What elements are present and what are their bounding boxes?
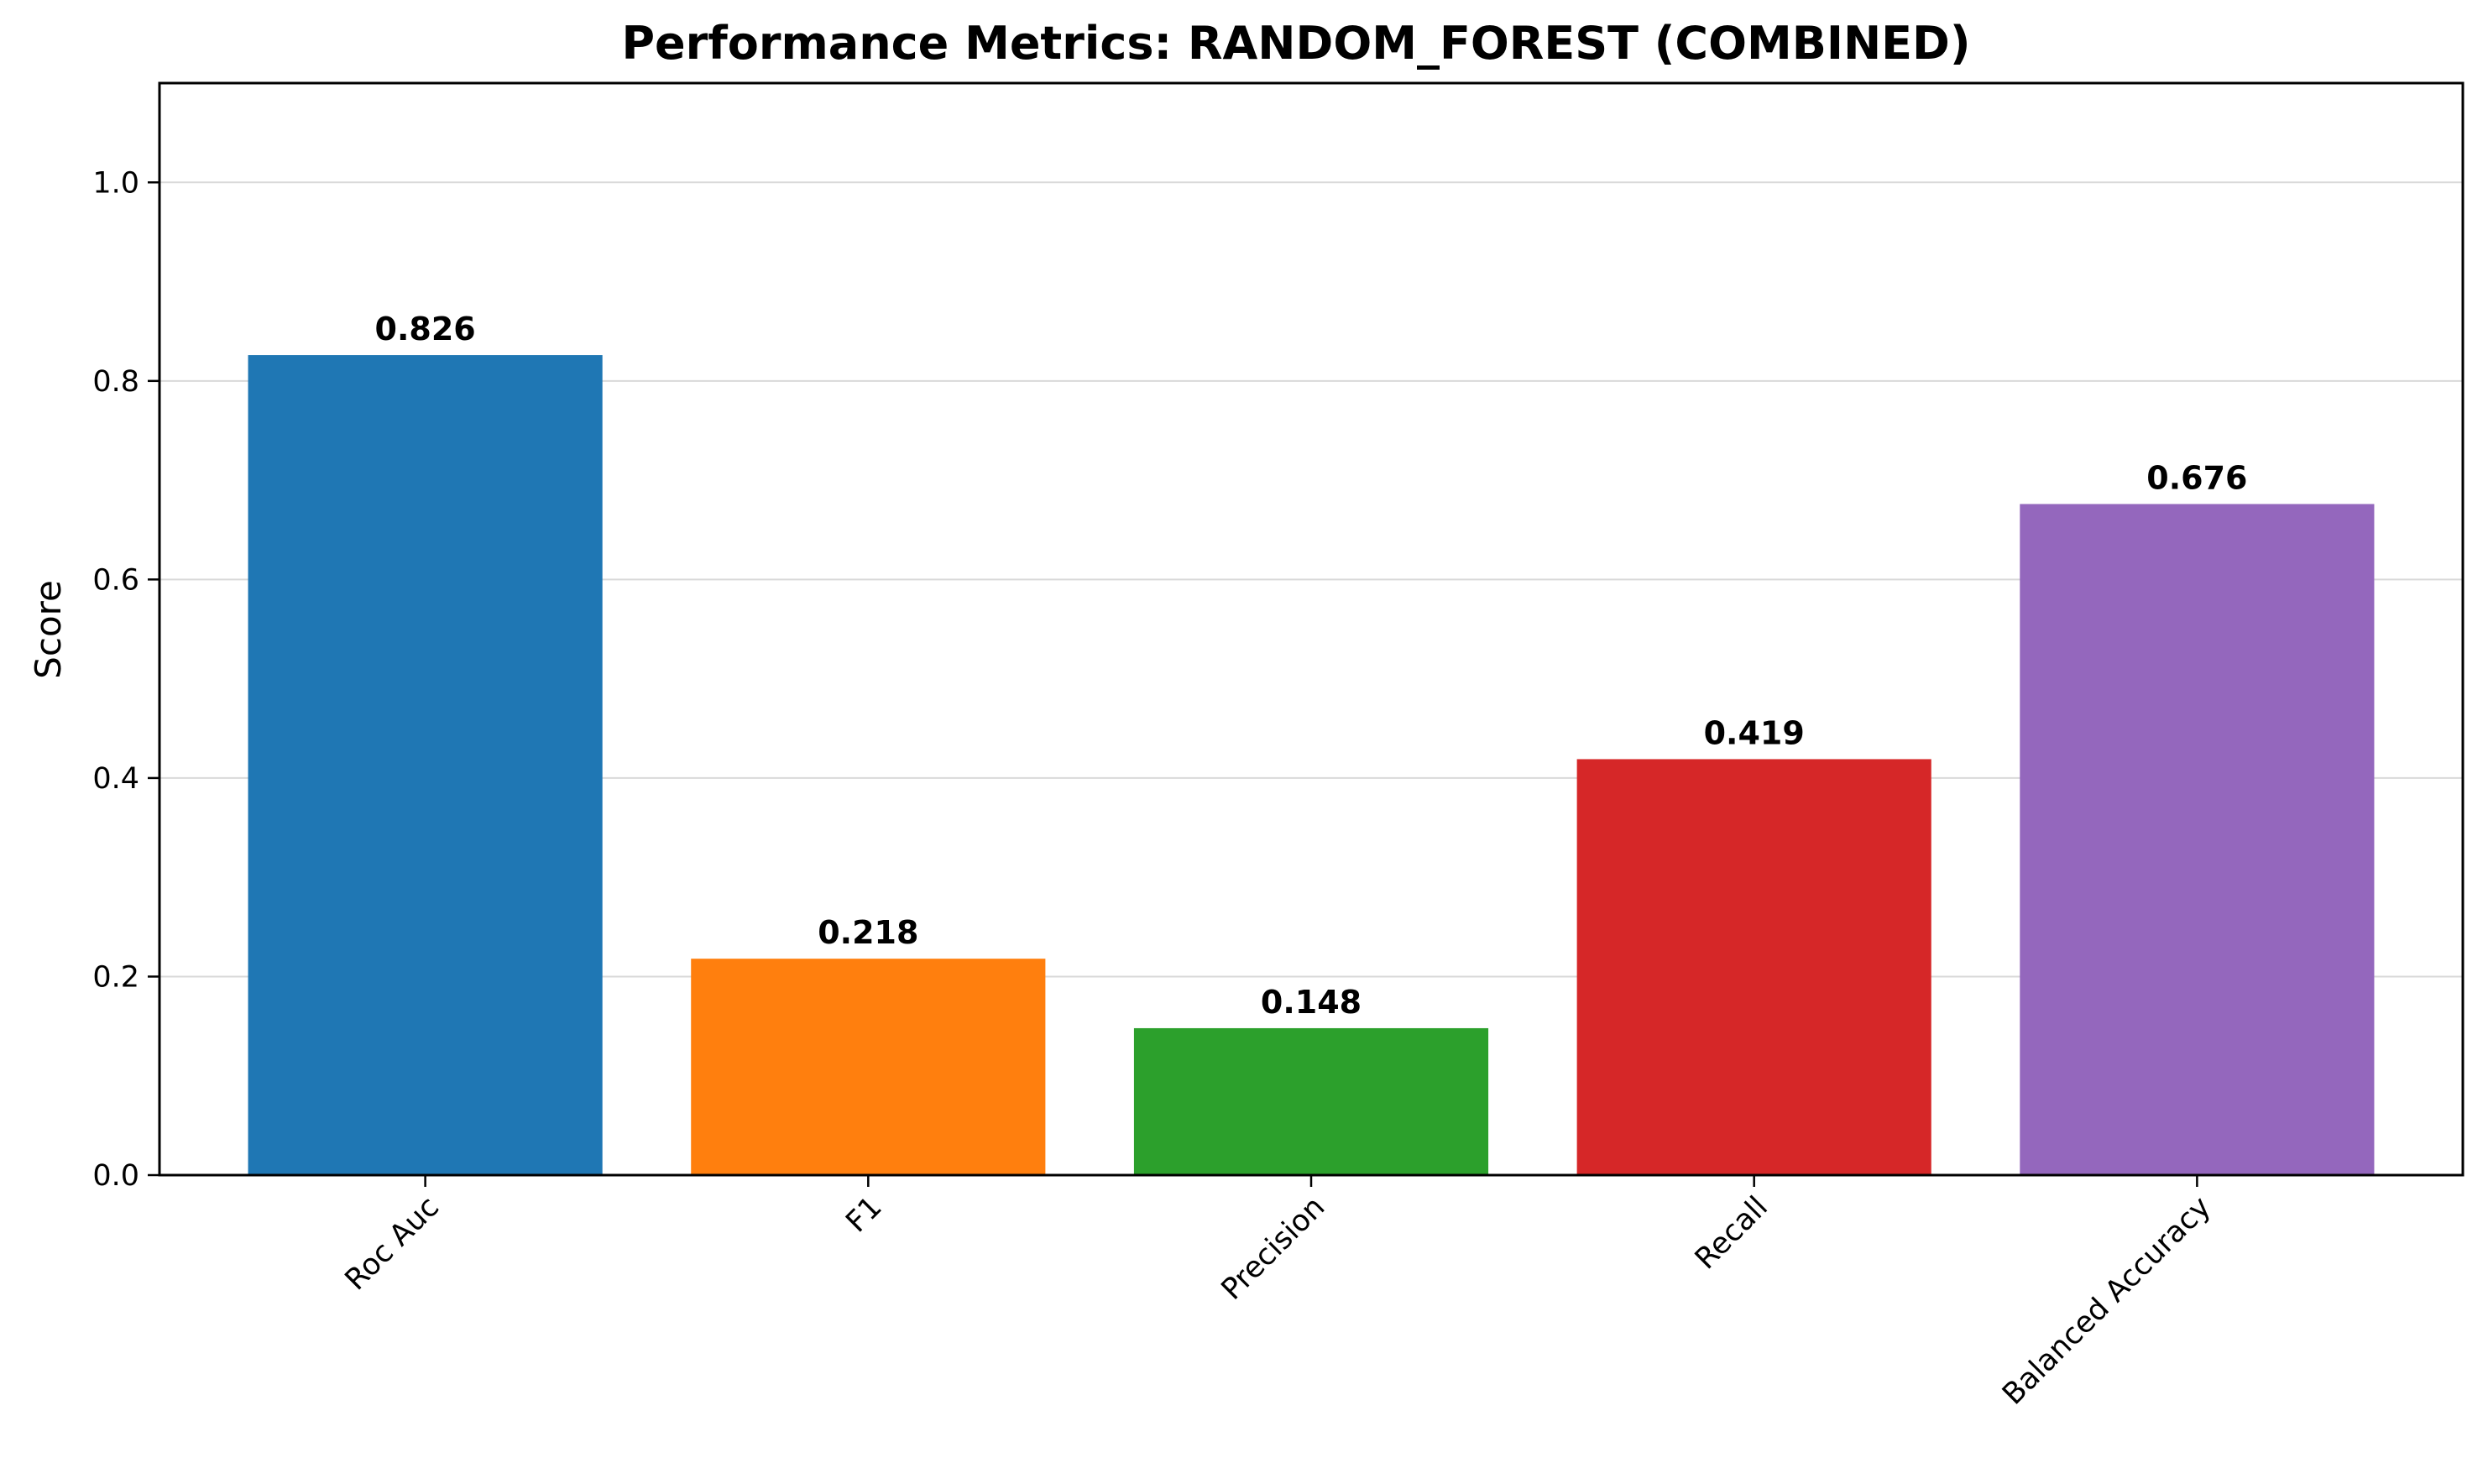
y-tick-label: 0.2: [92, 960, 139, 994]
y-tick-label: 0.6: [92, 563, 139, 597]
bar-precision: [1133, 1027, 1489, 1175]
y-tick-label: 0.4: [92, 762, 139, 796]
y-tick-label: 1.0: [92, 166, 139, 200]
bar-f1: [691, 959, 1046, 1175]
bars: [248, 355, 2375, 1175]
data-label-precision: 0.148: [1261, 984, 1362, 1021]
bar-roc-auc: [248, 355, 603, 1175]
y-axis: 0.0 0.2 0.4 0.6 0.8 1.0: [92, 166, 159, 1193]
y-tick-label: 0.0: [92, 1159, 139, 1193]
y-axis-label: Score: [28, 580, 69, 679]
data-label-balanced-accuracy: 0.676: [2146, 459, 2247, 496]
y-tick-label: 0.8: [92, 365, 139, 399]
bar-balanced-accuracy: [2020, 504, 2375, 1175]
bar-recall: [1576, 759, 1931, 1175]
chart-title: Performance Metrics: RANDOM_FOREST (COMB…: [621, 17, 1970, 70]
data-label-roc-auc: 0.826: [375, 311, 476, 347]
data-labels: 0.826 0.218 0.148 0.419 0.676: [375, 311, 2248, 1021]
data-label-f1: 0.218: [818, 914, 918, 951]
data-label-recall: 0.419: [1704, 714, 1805, 751]
